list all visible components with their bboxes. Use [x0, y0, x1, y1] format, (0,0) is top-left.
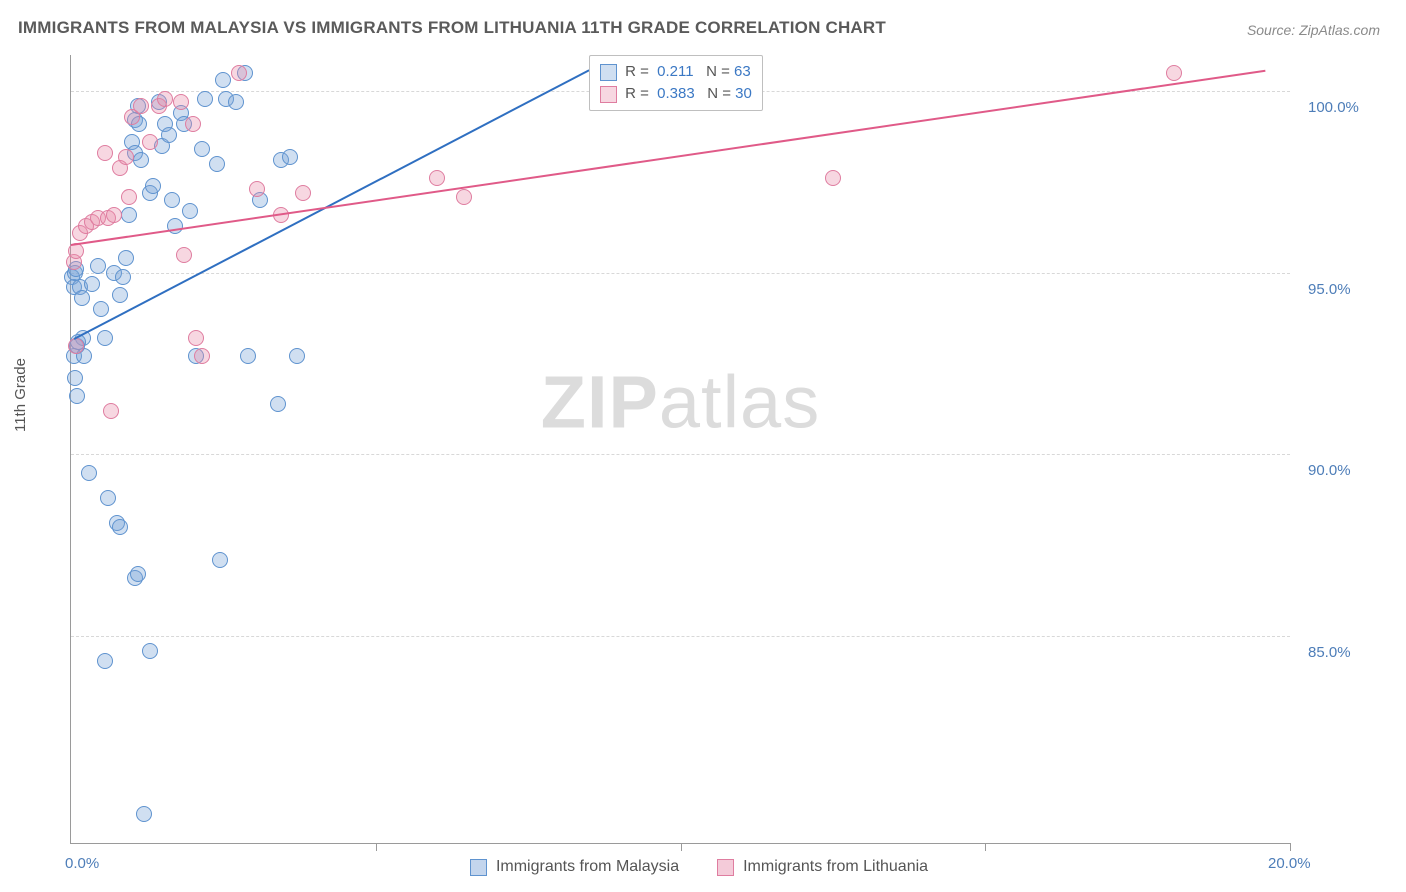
data-point: [825, 170, 841, 186]
data-point: [456, 189, 472, 205]
data-point: [74, 290, 90, 306]
data-point: [1166, 65, 1182, 81]
legend-item: Immigrants from Malaysia: [470, 858, 679, 876]
x-tick: [985, 843, 986, 851]
legend-text: R = 0.211 N = 63: [625, 61, 751, 83]
data-point: [240, 348, 256, 364]
y-axis-label: 11th Grade: [12, 358, 29, 432]
data-point: [106, 207, 122, 223]
data-point: [176, 247, 192, 263]
legend-label: Immigrants from Malaysia: [496, 858, 679, 876]
data-point: [112, 287, 128, 303]
data-point: [69, 388, 85, 404]
gridline: [71, 636, 1290, 637]
legend-row: R = 0.211 N = 63: [600, 61, 752, 83]
data-point: [130, 566, 146, 582]
data-point: [97, 145, 113, 161]
data-point: [157, 91, 173, 107]
data-point: [118, 250, 134, 266]
data-point: [136, 806, 152, 822]
data-point: [164, 192, 180, 208]
data-point: [197, 91, 213, 107]
legend-label: Immigrants from Lithuania: [743, 858, 928, 876]
data-point: [133, 152, 149, 168]
data-point: [188, 330, 204, 346]
data-point: [121, 189, 137, 205]
data-point: [118, 149, 134, 165]
y-tick-label: 100.0%: [1308, 99, 1359, 116]
data-point: [182, 203, 198, 219]
data-point: [429, 170, 445, 186]
legend-swatch: [600, 86, 617, 103]
data-point: [215, 72, 231, 88]
y-tick-label: 90.0%: [1308, 462, 1351, 479]
data-point: [289, 348, 305, 364]
x-tick: [1290, 843, 1291, 851]
chart-title: IMMIGRANTS FROM MALAYSIA VS IMMIGRANTS F…: [18, 18, 886, 38]
plot-area: ZIPatlas R = 0.211 N = 63R = 0.383 N = 3…: [70, 55, 1290, 844]
data-point: [161, 127, 177, 143]
legend-swatch: [470, 859, 487, 876]
y-tick-label: 95.0%: [1308, 281, 1351, 298]
data-point: [282, 149, 298, 165]
legend-item: Immigrants from Lithuania: [717, 858, 928, 876]
data-point: [133, 98, 149, 114]
data-point: [67, 370, 83, 386]
data-point: [185, 116, 201, 132]
data-point: [231, 65, 247, 81]
chart-container: 11th Grade ZIPatlas R = 0.211 N = 63R = …: [18, 55, 1380, 882]
data-point: [93, 301, 109, 317]
gridline: [71, 454, 1290, 455]
data-point: [115, 269, 131, 285]
source-attribution: Source: ZipAtlas.com: [1247, 22, 1380, 38]
data-point: [194, 141, 210, 157]
data-point: [103, 403, 119, 419]
data-point: [97, 653, 113, 669]
data-point: [209, 156, 225, 172]
gridline: [71, 273, 1290, 274]
data-point: [121, 207, 137, 223]
data-point: [68, 338, 84, 354]
data-point: [112, 519, 128, 535]
legend-text: R = 0.383 N = 30: [625, 83, 752, 105]
data-point: [84, 276, 100, 292]
x-tick: [376, 843, 377, 851]
x-tick: [681, 843, 682, 851]
legend-swatch: [600, 64, 617, 81]
legend-row: R = 0.383 N = 30: [600, 83, 752, 105]
data-point: [81, 465, 97, 481]
data-point: [295, 185, 311, 201]
data-point: [194, 348, 210, 364]
data-point: [270, 396, 286, 412]
data-point: [100, 490, 116, 506]
data-point: [142, 643, 158, 659]
data-point: [212, 552, 228, 568]
data-point: [173, 94, 189, 110]
series-legend: Immigrants from Malaysia Immigrants from …: [18, 858, 1380, 876]
y-tick-label: 85.0%: [1308, 644, 1351, 661]
watermark: ZIPatlas: [541, 359, 820, 444]
data-point: [145, 178, 161, 194]
data-point: [90, 258, 106, 274]
data-point: [97, 330, 113, 346]
legend-swatch: [717, 859, 734, 876]
correlation-legend: R = 0.211 N = 63R = 0.383 N = 30: [589, 55, 763, 111]
data-point: [228, 94, 244, 110]
